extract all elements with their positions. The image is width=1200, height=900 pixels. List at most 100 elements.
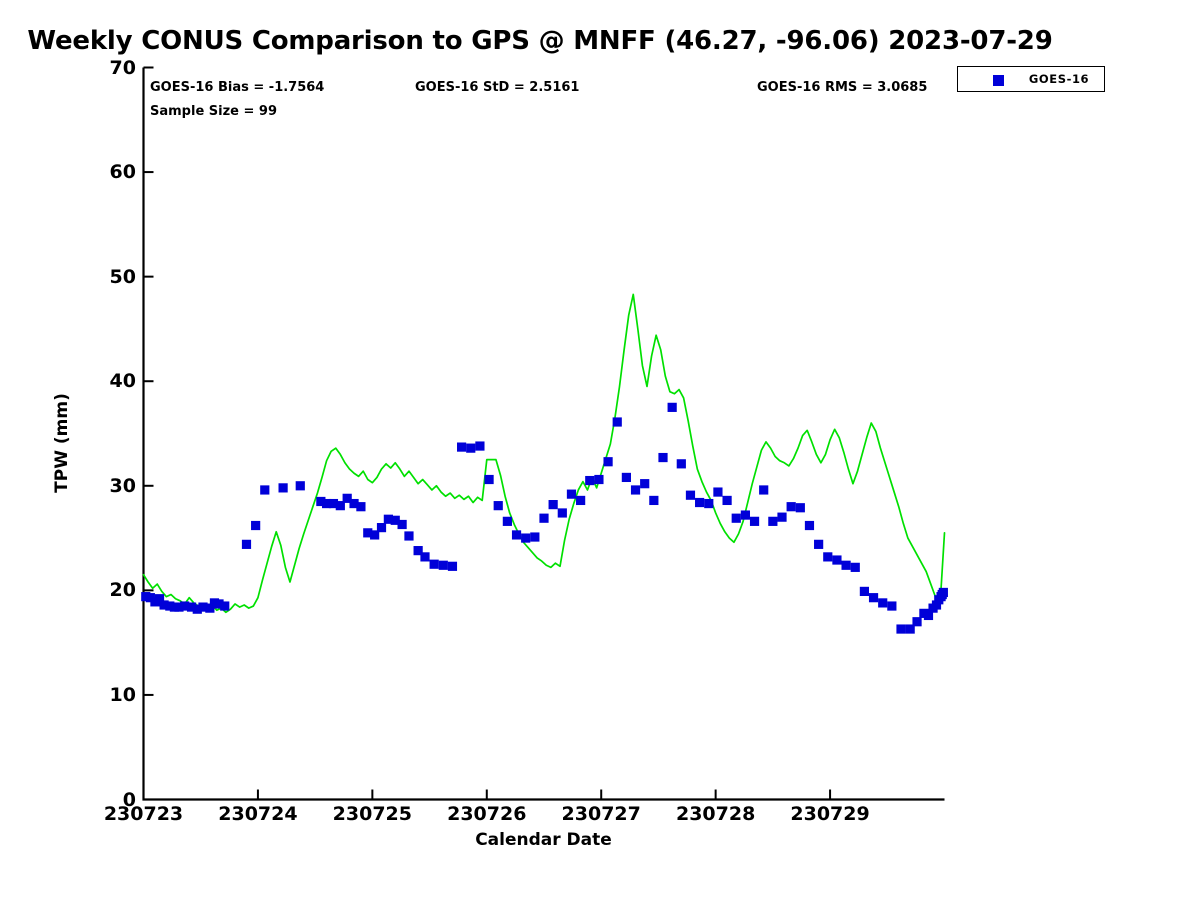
scatter-point xyxy=(841,560,851,570)
scatter-point xyxy=(912,617,922,627)
scatter-point xyxy=(438,560,448,570)
scatter-point xyxy=(850,562,860,572)
scatter-point xyxy=(278,483,288,493)
scatter-point xyxy=(557,508,567,518)
scatter-point xyxy=(349,498,359,509)
scatter-point xyxy=(685,490,696,500)
scatter-point xyxy=(658,452,668,463)
scatter-point xyxy=(198,602,208,612)
scatter-point xyxy=(316,496,326,507)
stat-std: GOES-16 StD = 2.5161 xyxy=(415,80,580,95)
scatter-point xyxy=(603,457,613,467)
x-tick-label: 230723 xyxy=(103,803,184,825)
x-tick-label: 230729 xyxy=(790,803,870,825)
y-tick-label: 60 xyxy=(109,161,136,184)
scatter-point xyxy=(475,441,485,451)
y-tick-label: 10 xyxy=(109,683,136,706)
scatter-point xyxy=(832,555,842,565)
scatter-point xyxy=(786,502,796,512)
goes16-scatter-series xyxy=(141,402,948,634)
x-tick-label: 230728 xyxy=(675,803,756,825)
scatter-point xyxy=(205,603,215,613)
scatter-point xyxy=(896,624,906,634)
scatter-point xyxy=(511,530,522,540)
scatter-point xyxy=(404,531,414,541)
scatter-point xyxy=(241,539,252,549)
scatter-point xyxy=(594,474,604,485)
scatter-point xyxy=(251,520,261,531)
scatter-point xyxy=(397,519,407,530)
scatter-point xyxy=(731,513,741,523)
scatter-point xyxy=(260,485,270,495)
scatter-point xyxy=(328,498,339,509)
scatter-point xyxy=(923,610,934,621)
scatter-point xyxy=(180,601,190,611)
scatter-point xyxy=(795,503,805,513)
scatter-point xyxy=(192,604,202,614)
scatter-point xyxy=(777,512,787,522)
y-tick-label: 0 xyxy=(122,788,136,811)
scatter-point xyxy=(667,402,677,412)
scatter-point xyxy=(220,601,230,611)
scatter-point xyxy=(859,586,869,596)
scatter-point xyxy=(154,594,165,604)
scatter-point xyxy=(905,624,915,634)
axis-spines xyxy=(142,67,945,801)
y-axis-ticks: 0 10 20 30 40 50 60 70 xyxy=(84,0,136,900)
scatter-point xyxy=(420,552,430,562)
scatter-point xyxy=(649,495,659,506)
stat-bias: GOES-16 Bias = -1.7564 xyxy=(150,80,325,95)
x-axis-label: Calendar Date xyxy=(475,830,612,850)
x-tick-label: 230727 xyxy=(561,803,641,825)
scatter-point xyxy=(493,501,503,511)
scatter-point xyxy=(740,510,750,520)
scatter-point xyxy=(447,561,458,571)
scatter-point xyxy=(186,602,197,612)
scatter-point xyxy=(383,514,393,524)
scatter-point xyxy=(159,600,169,610)
scatter-point xyxy=(457,442,467,452)
scatter-point xyxy=(868,593,879,603)
scatter-point xyxy=(704,498,714,509)
scatter-point xyxy=(342,493,352,503)
scatter-point xyxy=(295,481,305,491)
scatter-point xyxy=(823,552,833,562)
scatter-point xyxy=(768,516,778,526)
scatter-point xyxy=(539,513,549,523)
scatter-point xyxy=(621,472,631,483)
scatter-point xyxy=(466,443,476,453)
x-tick-label: 230725 xyxy=(332,803,412,825)
scatter-point xyxy=(376,523,387,533)
legend-marker-goes16-icon xyxy=(993,75,1004,86)
y-tick-label: 40 xyxy=(109,370,136,393)
scatter-point xyxy=(887,601,897,611)
page-title: Weekly CONUS Comparison to GPS @ MNFF (4… xyxy=(27,26,1053,56)
scatter-point xyxy=(640,479,650,489)
scatter-point xyxy=(938,587,948,598)
y-axis-label: TPW (mm) xyxy=(52,393,72,493)
scatter-point xyxy=(676,459,686,469)
scatter-point xyxy=(566,489,577,499)
y-tick-label: 50 xyxy=(109,265,136,288)
scatter-point xyxy=(722,495,732,506)
scatter-point xyxy=(804,520,815,531)
stat-sample-size: Sample Size = 99 xyxy=(150,104,278,119)
legend[interactable]: GOES-16 xyxy=(957,66,1105,92)
y-tick-label: 70 xyxy=(109,56,136,79)
scatter-point xyxy=(390,515,400,525)
scatter-point xyxy=(630,485,641,495)
scatter-point xyxy=(363,528,373,538)
y-tick-label: 30 xyxy=(109,474,136,497)
scatter-point xyxy=(749,516,760,526)
scatter-point xyxy=(502,516,512,526)
scatter-point xyxy=(484,474,494,485)
x-tick-label: 230726 xyxy=(447,803,527,825)
scatter-point xyxy=(429,559,439,569)
scatter-point xyxy=(530,532,540,542)
scatter-point xyxy=(814,539,824,549)
scatter-point xyxy=(576,495,586,506)
scatter-point xyxy=(548,500,558,510)
scatter-point xyxy=(214,599,224,609)
